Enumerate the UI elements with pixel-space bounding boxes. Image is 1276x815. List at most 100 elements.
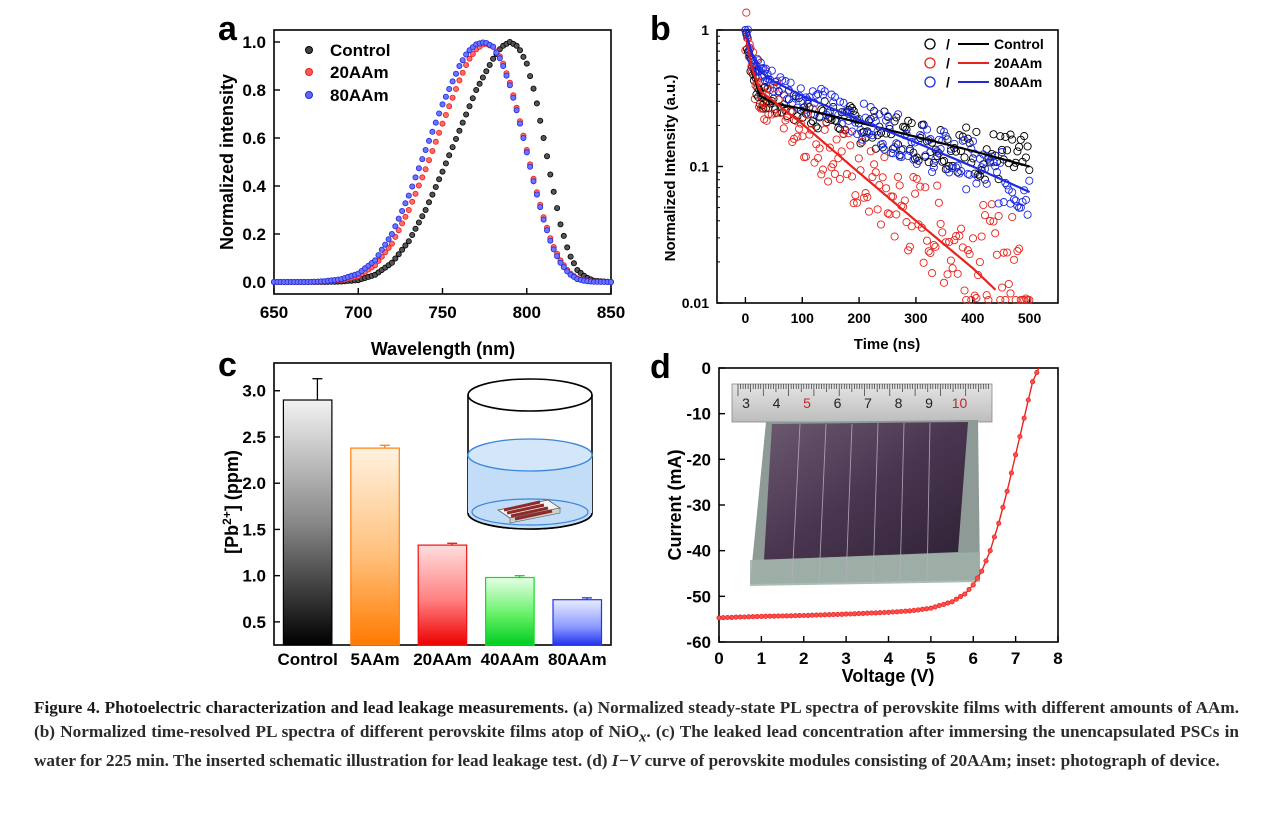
point-b <box>1021 195 1030 204</box>
point-a <box>419 174 426 181</box>
point-b <box>1013 147 1022 156</box>
point-b <box>997 283 1007 292</box>
point-b <box>759 104 768 113</box>
point-a <box>382 241 389 248</box>
device-photo-inset: 3 4 5 6 7 8 9 10 <box>731 383 993 586</box>
point-b <box>1025 295 1034 305</box>
point-b <box>818 165 828 174</box>
x-tick-label-b: 200 <box>847 310 871 326</box>
point-b <box>1016 203 1025 212</box>
point-a <box>395 227 402 234</box>
y-tick-label-c: 1.0 <box>242 567 266 586</box>
point-b <box>781 116 790 125</box>
point-a <box>449 94 456 101</box>
point-b <box>767 66 776 75</box>
point-b <box>759 99 768 108</box>
figure-caption: Figure 4. Photoelectric characterization… <box>34 696 1239 773</box>
point-a <box>402 242 409 249</box>
point-a <box>432 119 439 126</box>
point-b <box>999 248 1008 257</box>
point-b <box>776 108 785 117</box>
y-tick-label-c: 0.5 <box>242 613 266 632</box>
point-a <box>523 60 530 67</box>
point-b <box>1006 289 1015 298</box>
point-a <box>388 230 395 237</box>
point-a <box>530 85 537 92</box>
point-b <box>916 182 925 191</box>
point-b <box>984 295 993 305</box>
iv-point <box>928 605 934 611</box>
point-b <box>756 104 765 113</box>
point-a <box>449 78 456 85</box>
point-b <box>837 147 846 156</box>
point-a <box>415 165 422 172</box>
point-a <box>405 206 412 213</box>
point-a <box>409 198 416 205</box>
x-tick-label-d: 8 <box>1053 649 1062 668</box>
point-b <box>1003 146 1012 155</box>
point-b <box>815 144 824 153</box>
ruler-label: 5 <box>803 395 811 411</box>
point-a <box>439 168 446 175</box>
point-a <box>554 205 561 212</box>
iv-point <box>902 608 909 614</box>
iv-point <box>932 604 938 610</box>
point-b <box>972 179 981 188</box>
y-tick-label-d: 0 <box>702 359 711 378</box>
point-a <box>446 152 453 159</box>
x-tick-label-b: 0 <box>742 310 750 326</box>
caption-body-2: . (c) The leaked lead concentration afte… <box>34 721 1239 771</box>
point-b <box>837 119 846 128</box>
point-b <box>936 219 945 228</box>
point-a <box>436 176 443 183</box>
point-a <box>452 135 459 142</box>
point-a <box>456 127 463 134</box>
iv-point <box>945 600 951 606</box>
point-b <box>839 98 848 107</box>
point-b <box>950 139 959 148</box>
point-b <box>847 172 857 181</box>
point-a <box>399 220 406 227</box>
point-b <box>798 132 807 141</box>
point-b <box>968 137 978 146</box>
point-b <box>905 146 914 155</box>
iv-point <box>720 615 726 621</box>
bar-20aam <box>417 544 468 646</box>
point-b <box>957 224 966 233</box>
y-tick-label-d: -50 <box>686 587 711 606</box>
point-b <box>1006 130 1015 139</box>
point-b <box>756 58 765 67</box>
point-b <box>870 160 879 169</box>
iv-point <box>716 615 722 621</box>
point-a <box>557 221 564 228</box>
x-axis-label-b: Time (ns) <box>854 336 920 353</box>
iv-point <box>873 610 879 616</box>
point-a <box>517 120 524 127</box>
point-b <box>1009 195 1019 204</box>
point-a <box>527 163 534 170</box>
iv-point <box>826 612 832 618</box>
point-b <box>858 135 867 144</box>
iv-point <box>864 610 870 616</box>
iv-point <box>767 613 773 619</box>
iv-point <box>1025 397 1031 403</box>
iv-point <box>771 613 777 619</box>
point-b <box>1015 142 1024 151</box>
point-b <box>832 135 841 144</box>
point-b <box>882 184 891 193</box>
point-b <box>953 269 962 278</box>
point-b <box>851 191 860 200</box>
point-b <box>911 189 920 198</box>
iv-point <box>801 612 807 619</box>
point-a <box>385 236 392 243</box>
point-b <box>955 169 964 178</box>
legend-label-20aam-b: 20AAm <box>994 55 1042 71</box>
point-b <box>917 132 926 141</box>
point-b <box>974 173 983 182</box>
point-a <box>459 57 466 64</box>
point-b <box>928 269 937 278</box>
y-tick-label-a: 0.8 <box>242 81 266 100</box>
iv-point <box>987 548 993 554</box>
point-b <box>963 169 972 178</box>
point-b <box>924 247 933 256</box>
